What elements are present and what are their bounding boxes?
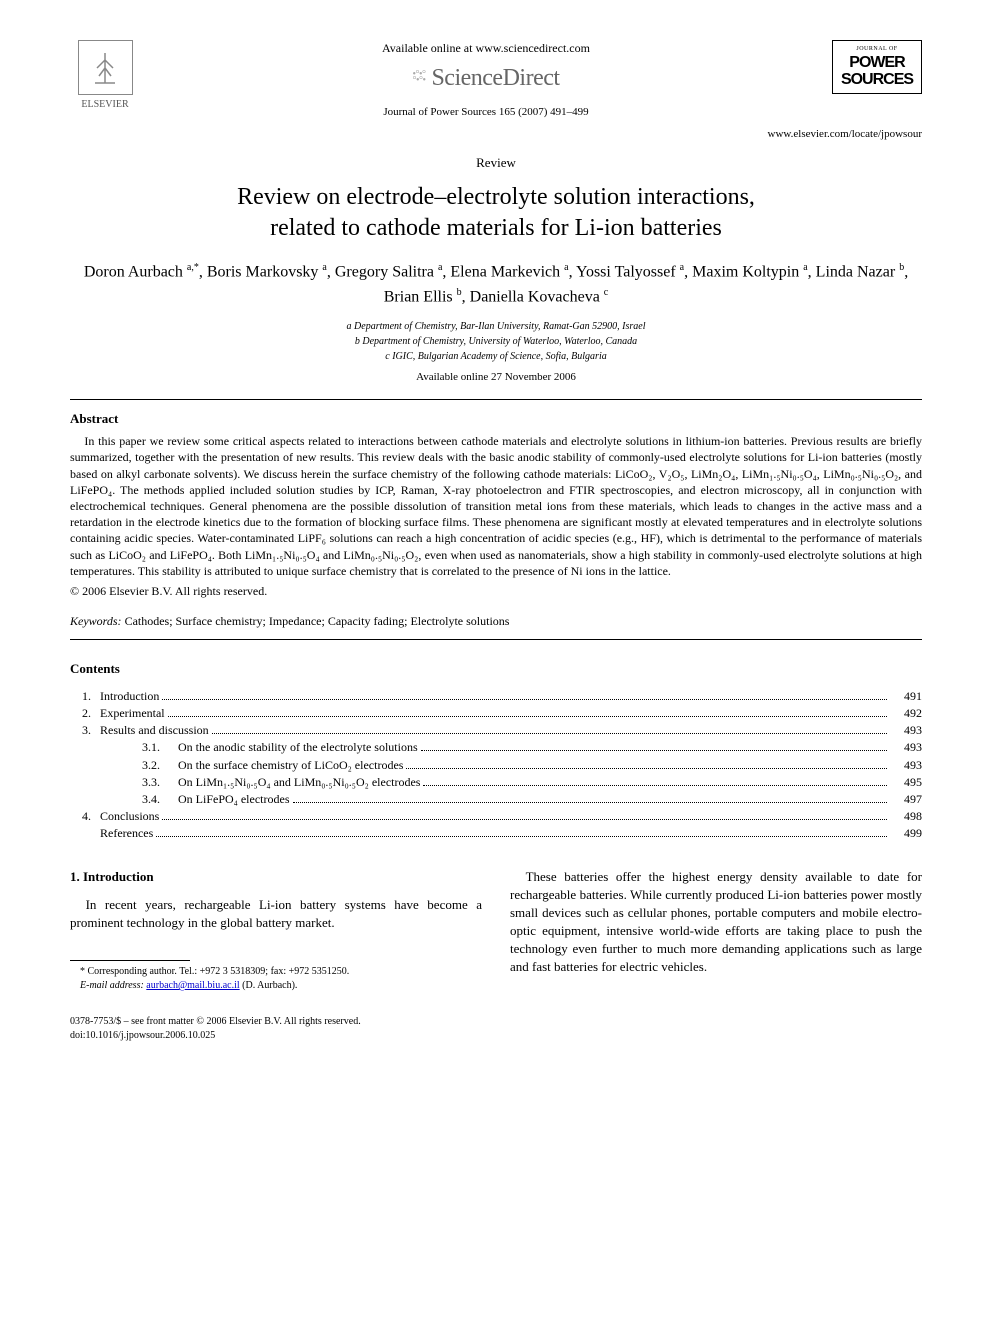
toc-leader-dots xyxy=(162,699,887,700)
toc-subnumber: 3.2. xyxy=(142,757,178,773)
toc-subnumber: 3.3. xyxy=(142,774,178,790)
table-of-contents: 1.Introduction4912.Experimental4923.Resu… xyxy=(70,688,922,842)
rule-bottom xyxy=(70,639,922,640)
toc-row: 3.2.On the surface chemistry of LiCoO₂ e… xyxy=(70,757,922,773)
toc-leader-dots xyxy=(162,819,887,820)
right-column: These batteries offer the highest energy… xyxy=(510,868,922,994)
power-sources-logo: JOURNAL OF POWER SOURCES xyxy=(832,40,922,94)
available-online-text: Available online at www.sciencedirect.co… xyxy=(140,40,832,56)
keywords-line: Keywords: Cathodes; Surface chemistry; I… xyxy=(70,613,922,629)
toc-number: 3. xyxy=(70,722,100,738)
sd-dots-icon: •°•°°•°• xyxy=(412,72,425,84)
intro-paragraph-left: In recent years, rechargeable Li-ion bat… xyxy=(70,896,482,932)
intro-paragraph-right: These batteries offer the highest energy… xyxy=(510,868,922,977)
sciencedirect-text: ScienceDirect xyxy=(431,62,559,94)
footnote-rule xyxy=(70,960,190,961)
toc-row: 3.1.On the anodic stability of the elect… xyxy=(70,739,922,755)
rule-top xyxy=(70,399,922,400)
toc-title: On the anodic stability of the electroly… xyxy=(178,739,418,755)
toc-title: Experimental xyxy=(100,705,165,721)
toc-number: 4. xyxy=(70,808,100,824)
toc-leader-dots xyxy=(421,750,887,751)
toc-subnumber: 3.4. xyxy=(142,791,178,807)
toc-row: 3.Results and discussion 493 xyxy=(70,722,922,738)
elsevier-label: ELSEVIER xyxy=(70,98,140,112)
corresponding-author-footnote: * Corresponding author. Tel.: +972 3 531… xyxy=(70,965,482,993)
doi-line: doi:10.1016/j.jpowsour.2006.10.025 xyxy=(70,1029,922,1043)
power-top-label: JOURNAL OF xyxy=(837,45,917,53)
bottom-metadata: 0378-7753/$ – see front matter © 2006 El… xyxy=(70,1015,922,1043)
toc-row: 3.4.On LiFePO₄ electrodes 497 xyxy=(70,791,922,807)
toc-page: 492 xyxy=(890,705,922,721)
elsevier-tree-icon xyxy=(78,40,133,95)
issn-line: 0378-7753/$ – see front matter © 2006 El… xyxy=(70,1015,922,1029)
toc-leader-dots xyxy=(293,802,888,803)
toc-row: 4.Conclusions 498 xyxy=(70,808,922,824)
toc-number: 1. xyxy=(70,688,100,704)
email-label: E-mail address: xyxy=(80,980,144,991)
sciencedirect-logo: •°•°°•°• ScienceDirect xyxy=(140,62,832,94)
toc-leader-dots xyxy=(168,716,887,717)
author-email-link[interactable]: aurbach@mail.biu.ac.il xyxy=(146,980,239,991)
toc-row: 2.Experimental 492 xyxy=(70,705,922,721)
toc-leader-dots xyxy=(156,836,887,837)
available-date: Available online 27 November 2006 xyxy=(70,370,922,385)
journal-reference: Journal of Power Sources 165 (2007) 491–… xyxy=(140,105,832,120)
toc-number: 2. xyxy=(70,705,100,721)
review-label: Review xyxy=(70,154,922,172)
body-columns: 1. Introduction In recent years, recharg… xyxy=(70,868,922,994)
affiliations: a Department of Chemistry, Bar-Ilan Univ… xyxy=(70,319,922,364)
elsevier-logo: ELSEVIER xyxy=(70,40,140,112)
toc-title: On LiFePO₄ electrodes xyxy=(178,791,290,807)
toc-row: 1.Introduction 491 xyxy=(70,688,922,704)
affiliation-c: c IGIC, Bulgarian Academy of Science, So… xyxy=(70,349,922,364)
toc-page: 493 xyxy=(890,739,922,755)
keywords-text: Cathodes; Surface chemistry; Impedance; … xyxy=(122,614,510,628)
left-column: 1. Introduction In recent years, recharg… xyxy=(70,868,482,994)
power-main1: POWER xyxy=(837,55,917,70)
footnote-line1: * Corresponding author. Tel.: +972 3 531… xyxy=(70,965,482,979)
toc-page: 493 xyxy=(890,757,922,773)
toc-subnumber: 3.1. xyxy=(142,739,178,755)
toc-title: Results and discussion xyxy=(100,722,209,738)
toc-page: 499 xyxy=(890,825,922,841)
footnote-email-line: E-mail address: aurbach@mail.biu.ac.il (… xyxy=(70,979,482,993)
toc-title: Conclusions xyxy=(100,808,159,824)
toc-page: 493 xyxy=(890,722,922,738)
center-header: Available online at www.sciencedirect.co… xyxy=(140,40,832,119)
paper-title: Review on electrode–electrolyte solution… xyxy=(70,182,922,244)
abstract-heading: Abstract xyxy=(70,410,922,428)
journal-brand-box: JOURNAL OF POWER SOURCES xyxy=(832,40,922,94)
copyright-line: © 2006 Elsevier B.V. All rights reserved… xyxy=(70,583,922,599)
toc-page: 498 xyxy=(890,808,922,824)
toc-row: 3.3.On LiMn₁.₅Ni₀.₅O₄ and LiMn₀.₅Ni₀.₅O₂… xyxy=(70,774,922,790)
toc-page: 497 xyxy=(890,791,922,807)
toc-page: 495 xyxy=(890,774,922,790)
affiliation-a: a Department of Chemistry, Bar-Ilan Univ… xyxy=(70,319,922,334)
toc-title: On the surface chemistry of LiCoO₂ elect… xyxy=(178,757,403,773)
page-header: ELSEVIER Available online at www.science… xyxy=(70,40,922,119)
email-suffix: (D. Aurbach). xyxy=(240,980,298,991)
toc-leader-dots xyxy=(423,785,887,786)
abstract-body: In this paper we review some critical as… xyxy=(70,433,922,579)
toc-leader-dots xyxy=(406,768,887,769)
keywords-label: Keywords: xyxy=(70,614,122,628)
toc-leader-dots xyxy=(212,733,887,734)
power-main2: SOURCES xyxy=(837,72,917,87)
abstract-section: Abstract In this paper we review some cr… xyxy=(70,410,922,599)
affiliation-b: b Department of Chemistry, University of… xyxy=(70,334,922,349)
toc-page: 491 xyxy=(890,688,922,704)
abstract-paragraph: In this paper we review some critical as… xyxy=(70,433,922,579)
author-list: Doron Aurbach a,*, Boris Markovsky a, Gr… xyxy=(70,260,922,309)
title-line1: Review on electrode–electrolyte solution… xyxy=(237,184,755,210)
toc-title: Introduction xyxy=(100,688,159,704)
section-1-heading: 1. Introduction xyxy=(70,868,482,886)
title-line2: related to cathode materials for Li-ion … xyxy=(270,215,722,241)
toc-title: On LiMn₁.₅Ni₀.₅O₄ and LiMn₀.₅Ni₀.₅O₂ ele… xyxy=(178,774,420,790)
toc-row: References 499 xyxy=(70,825,922,841)
toc-title: References xyxy=(100,825,153,841)
journal-url: www.elsevier.com/locate/jpowsour xyxy=(70,127,922,142)
contents-heading: Contents xyxy=(70,660,922,678)
